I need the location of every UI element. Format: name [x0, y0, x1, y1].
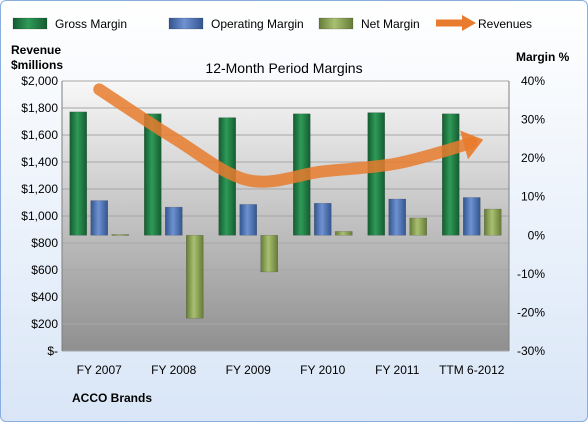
- right-tick-label: -10%: [517, 267, 545, 281]
- legend-label: Revenues: [478, 17, 532, 31]
- legend-label: Operating Margin: [211, 17, 304, 31]
- left-tick-label: $1,400: [21, 155, 58, 169]
- category-label: FY 2009: [226, 363, 271, 377]
- net-margin-legend-swatch: [318, 17, 354, 30]
- left-tick-label: $400: [31, 290, 58, 304]
- gross-margin-bar: [367, 112, 385, 236]
- revenue-series-line: [93, 83, 478, 188]
- left-tick-label: $1,200: [21, 182, 58, 196]
- gross-margin-bar: [442, 113, 460, 236]
- left-tick-label: $-: [47, 344, 58, 358]
- revenues-legend-arrow: [462, 15, 476, 31]
- gross-margin-bar: [69, 111, 87, 236]
- left-tick-label: $1,000: [21, 209, 58, 223]
- net-margin-bar: [111, 234, 129, 236]
- net-margin-bar: [484, 208, 502, 236]
- left-tick-label: $200: [31, 317, 58, 331]
- net-margin-bar: [186, 235, 204, 319]
- net-margin-bar: [260, 235, 278, 273]
- category-label: FY 2010: [300, 363, 345, 377]
- legend-label: Net Margin: [361, 17, 420, 31]
- operating-margin-bar: [239, 204, 257, 236]
- right-axis-label: Margin %: [516, 50, 570, 64]
- revenue-arrowhead: [460, 130, 484, 160]
- left-axis-label-line2: $millions: [11, 58, 63, 72]
- left-axis-label-line1: Revenue: [11, 43, 61, 57]
- operating-margin-bar: [314, 203, 332, 236]
- category-label: FY 2008: [151, 363, 196, 377]
- net-margin-bar: [335, 231, 353, 236]
- category-label: TTM 6-2012: [439, 363, 505, 377]
- net-margin-bar: [409, 217, 427, 236]
- left-axis-ticks: $- $200 $400 $600 $800 $1,000 $1,200 $1,400 $1,6…: [21, 74, 58, 358]
- right-tick-label: -20%: [517, 305, 545, 319]
- right-tick-label: 20%: [521, 151, 545, 165]
- category-labels: FY 2007 FY 2008 FY 2009 FY 2010 FY 2011 TTM 6…: [77, 363, 505, 377]
- revenue-line: [93, 83, 484, 188]
- right-tick-label: 10%: [521, 190, 545, 204]
- gross-margin-bar: [144, 113, 162, 236]
- left-tick-label: $1,800: [21, 101, 58, 115]
- bar-series: [69, 111, 502, 319]
- right-tick-label: 30%: [521, 113, 545, 127]
- left-tick-label: $2,000: [21, 74, 58, 88]
- chart-title: 12-Month Period Margins: [205, 60, 362, 76]
- gridlines: [61, 80, 510, 352]
- operating-margin-bar: [165, 206, 183, 236]
- operating-margin-bar: [90, 200, 108, 236]
- operating-margin-bar: [388, 198, 406, 236]
- right-tick-label: -30%: [517, 344, 545, 358]
- right-axis-ticks: -30% -20% -10% 0% 10% 20% 30% 40%: [517, 74, 545, 358]
- legend: Gross Margin Operating Margin Net Margin Re…: [12, 15, 532, 31]
- gross-margin-legend-swatch: [12, 17, 48, 30]
- operating-margin-legend-swatch: [168, 17, 204, 30]
- right-tick-label: 0%: [528, 228, 546, 242]
- category-label: FY 2007: [77, 363, 122, 377]
- left-tick-label: $1,600: [21, 128, 58, 142]
- operating-margin-bar: [463, 197, 481, 236]
- left-tick-label: $800: [31, 236, 58, 250]
- right-tick-label: 40%: [521, 74, 545, 88]
- footer-label: ACCO Brands: [72, 391, 152, 405]
- category-label: FY 2011: [375, 363, 420, 377]
- left-tick-label: $600: [31, 263, 58, 277]
- legend-label: Gross Margin: [55, 17, 127, 31]
